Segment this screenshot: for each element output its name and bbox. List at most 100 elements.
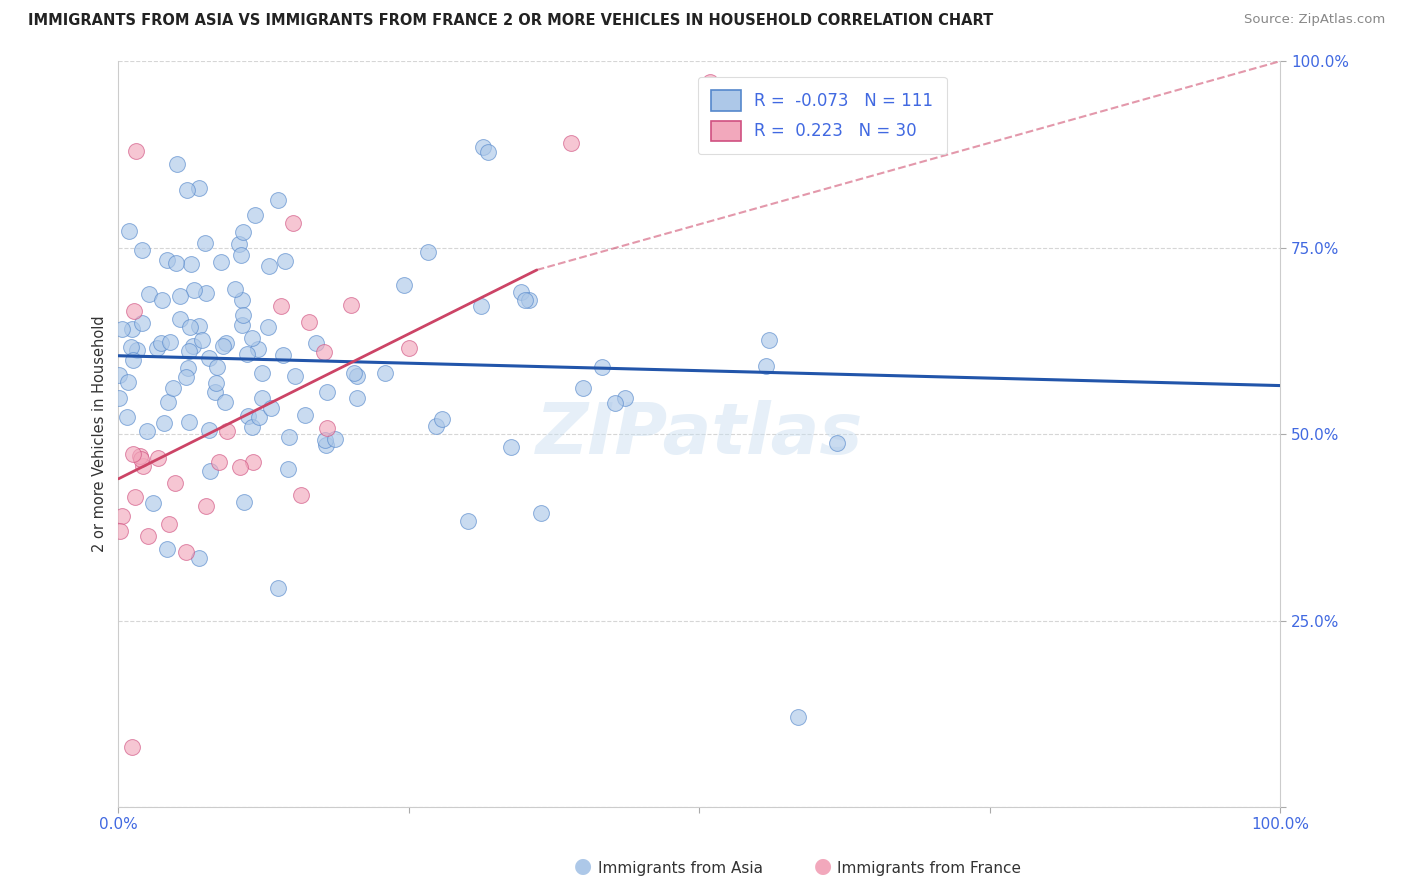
Text: Immigrants from France: Immigrants from France: [837, 861, 1021, 876]
Point: [284, 368, 307, 383]
Point: [605, 396, 627, 410]
Point: [198, 465, 221, 479]
Point: [118, 224, 141, 238]
Point: [229, 460, 252, 475]
Point: [131, 458, 153, 473]
Point: [121, 447, 143, 461]
Point: [115, 410, 138, 425]
Point: [457, 514, 479, 528]
Point: [191, 333, 214, 347]
Point: [166, 157, 188, 171]
Point: [250, 366, 273, 380]
Point: [787, 710, 810, 724]
Point: [236, 347, 259, 361]
Point: [128, 449, 150, 463]
Point: [179, 344, 201, 359]
Point: [208, 454, 231, 468]
Point: [236, 409, 259, 423]
Point: [298, 316, 321, 330]
Point: [231, 293, 253, 308]
Text: Immigrants from Asia: Immigrants from Asia: [598, 861, 762, 876]
Point: [136, 424, 159, 438]
Point: [477, 145, 499, 159]
Point: [188, 550, 211, 565]
Point: [183, 284, 205, 298]
Point: [195, 285, 218, 300]
Point: [138, 286, 160, 301]
Point: [149, 335, 172, 350]
Point: [150, 293, 173, 307]
Text: IMMIGRANTS FROM ASIA VS IMMIGRANTS FROM FRANCE 2 OR MORE VEHICLES IN HOUSEHOLD C: IMMIGRANTS FROM ASIA VS IMMIGRANTS FROM …: [28, 13, 994, 29]
Point: [294, 409, 316, 423]
Point: [242, 331, 264, 345]
Point: [572, 381, 595, 395]
Point: [240, 420, 263, 434]
Point: [108, 391, 131, 405]
Point: [131, 244, 153, 258]
Point: [591, 359, 613, 374]
Point: [394, 277, 416, 292]
Point: [177, 360, 200, 375]
Point: [198, 423, 221, 437]
Point: [346, 369, 368, 384]
Point: [323, 432, 346, 446]
Point: [110, 322, 132, 336]
Point: [312, 345, 335, 359]
Point: [146, 341, 169, 355]
Point: [232, 226, 254, 240]
Text: ●: ●: [814, 856, 831, 876]
Point: [125, 144, 148, 158]
Point: [136, 529, 159, 543]
Point: [315, 437, 337, 451]
Point: [281, 216, 304, 230]
Point: [179, 320, 201, 334]
Point: [270, 300, 292, 314]
Point: [260, 401, 283, 416]
Point: [346, 391, 368, 405]
Text: ZIPatlas: ZIPatlas: [536, 400, 863, 468]
Point: [194, 499, 217, 513]
Point: [194, 236, 217, 251]
Point: [169, 312, 191, 326]
Point: [267, 193, 290, 207]
Point: [180, 257, 202, 271]
Point: [758, 333, 780, 347]
Point: [519, 293, 541, 307]
Point: [315, 385, 337, 400]
Point: [290, 488, 312, 502]
Point: [398, 341, 420, 355]
Point: [142, 496, 165, 510]
Point: [205, 376, 228, 391]
Point: [825, 436, 848, 450]
Point: [315, 420, 337, 434]
Point: [510, 285, 533, 299]
Point: [273, 348, 295, 362]
Point: [152, 416, 174, 430]
Point: [121, 322, 143, 336]
Point: [108, 524, 131, 538]
Point: [163, 476, 186, 491]
Point: [176, 183, 198, 197]
Point: [242, 454, 264, 468]
Point: [305, 336, 328, 351]
Text: ●: ●: [575, 856, 592, 876]
Point: [277, 462, 299, 476]
Point: [122, 353, 145, 368]
Point: [181, 339, 204, 353]
Point: [209, 255, 232, 269]
Point: [257, 259, 280, 273]
Point: [165, 256, 187, 270]
Point: [122, 303, 145, 318]
Point: [314, 433, 336, 447]
Point: [267, 581, 290, 595]
Point: [156, 542, 179, 557]
Point: [430, 412, 453, 426]
Text: Source: ZipAtlas.com: Source: ZipAtlas.com: [1244, 13, 1385, 27]
Point: [179, 415, 201, 429]
Point: [499, 440, 522, 454]
Point: [274, 254, 297, 268]
Point: [374, 366, 396, 380]
Point: [156, 252, 179, 267]
Point: [157, 517, 180, 532]
Point: [215, 335, 238, 350]
